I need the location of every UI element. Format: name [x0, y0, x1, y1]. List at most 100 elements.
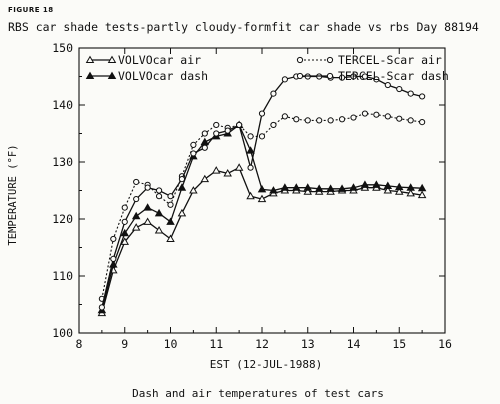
x-tick-label: 14: [347, 337, 361, 351]
data-point: [236, 121, 243, 129]
legend-marker: [85, 55, 95, 64]
y-axis-label: TEMPERATURE (°F): [7, 144, 19, 245]
data-point: [361, 110, 369, 117]
series-tercel-scar-air: [98, 110, 426, 302]
data-point: [201, 144, 208, 151]
data-point: [257, 194, 267, 203]
y-tick-label: 110: [52, 269, 73, 283]
data-point: [361, 73, 369, 80]
legend-item-volvocar-dash: VOLVOcar dash: [85, 69, 208, 83]
data-point: [98, 304, 105, 311]
data-point: [131, 211, 141, 220]
data-point: [372, 180, 381, 188]
data-point: [246, 191, 255, 200]
legend-marker: [107, 55, 117, 64]
data-point: [110, 255, 117, 262]
data-point: [304, 117, 311, 124]
data-point: [177, 183, 187, 191]
data-point: [349, 183, 358, 191]
legend-marker: [326, 72, 334, 80]
data-point: [189, 186, 198, 194]
y-tick-label: 150: [52, 41, 73, 55]
legend-label: VOLVOcar dash: [118, 69, 208, 83]
data-point: [190, 150, 197, 157]
data-point: [120, 237, 130, 245]
data-point: [211, 166, 221, 174]
data-point: [167, 201, 174, 208]
data-point: [316, 117, 323, 124]
data-point: [121, 218, 128, 225]
data-point: [303, 187, 313, 195]
data-point: [384, 81, 391, 89]
data-point: [383, 186, 393, 194]
data-point: [154, 225, 164, 234]
series-tercel-scar-dash: [98, 73, 426, 311]
data-point: [258, 110, 266, 117]
data-point: [155, 193, 163, 200]
legend-label: TERCEL-Scar dash: [338, 69, 449, 83]
x-tick-label: 11: [209, 337, 223, 351]
data-point: [270, 90, 277, 97]
data-point: [166, 234, 175, 242]
x-tick-label: 10: [164, 337, 178, 351]
data-point: [270, 121, 277, 129]
data-point: [373, 111, 380, 118]
data-point: [200, 137, 210, 146]
data-point: [247, 164, 254, 171]
data-point: [338, 116, 346, 123]
data-point: [337, 184, 347, 192]
data-point: [213, 130, 220, 137]
data-point: [406, 188, 415, 197]
data-point: [257, 184, 267, 193]
data-point: [419, 119, 426, 126]
data-point: [155, 187, 163, 194]
legend-marker: [326, 56, 334, 64]
x-tick-label: 16: [438, 337, 452, 351]
data-point: [373, 76, 380, 83]
series-line-tercel-scar-air: [101, 112, 423, 299]
data-point: [269, 186, 278, 194]
legend-marker: [296, 56, 304, 64]
data-point: [326, 184, 335, 192]
data-point: [133, 195, 140, 203]
data-point: [417, 190, 427, 199]
data-point: [167, 193, 174, 200]
legend-item-volvocar-air: VOLVOcar air: [85, 53, 201, 67]
data-point: [396, 85, 403, 93]
data-point: [292, 183, 301, 191]
data-point: [200, 174, 210, 183]
data-point: [281, 113, 288, 120]
data-point: [234, 163, 244, 171]
x-axis-label: EST (12-JUL-1988): [210, 358, 323, 371]
data-point: [394, 182, 404, 191]
figure-caption: Dash and air temperatures of test cars: [132, 387, 384, 400]
data-point: [314, 184, 324, 192]
chart-title: RBS car shade tests-partly cloudy-formfi…: [8, 20, 479, 34]
legend-marker: [85, 71, 95, 80]
data-point: [201, 130, 208, 137]
data-point: [360, 180, 370, 188]
data-point: [396, 115, 403, 122]
y-tick-label: 120: [52, 212, 73, 226]
data-point: [327, 117, 334, 124]
data-point: [281, 76, 288, 83]
legend-label: VOLVOcar air: [118, 53, 201, 67]
data-point: [407, 90, 414, 97]
data-point: [280, 183, 290, 191]
y-tick-label: 140: [52, 98, 73, 112]
data-point: [121, 204, 128, 211]
data-point: [223, 168, 232, 177]
data-point: [143, 203, 152, 211]
data-point: [417, 183, 427, 192]
legend-marker: [107, 71, 117, 80]
data-point: [247, 133, 254, 140]
legend-label: TERCEL-Scar air: [338, 53, 442, 67]
x-tick-label: 8: [76, 337, 83, 351]
legend: VOLVOcar air VOLVOcar dash TERCEL-Scar air…: [85, 53, 449, 83]
data-point: [154, 208, 164, 217]
x-tick-label: 9: [121, 337, 128, 351]
data-point: [166, 217, 175, 225]
data-point: [406, 183, 415, 191]
data-point: [419, 93, 426, 100]
